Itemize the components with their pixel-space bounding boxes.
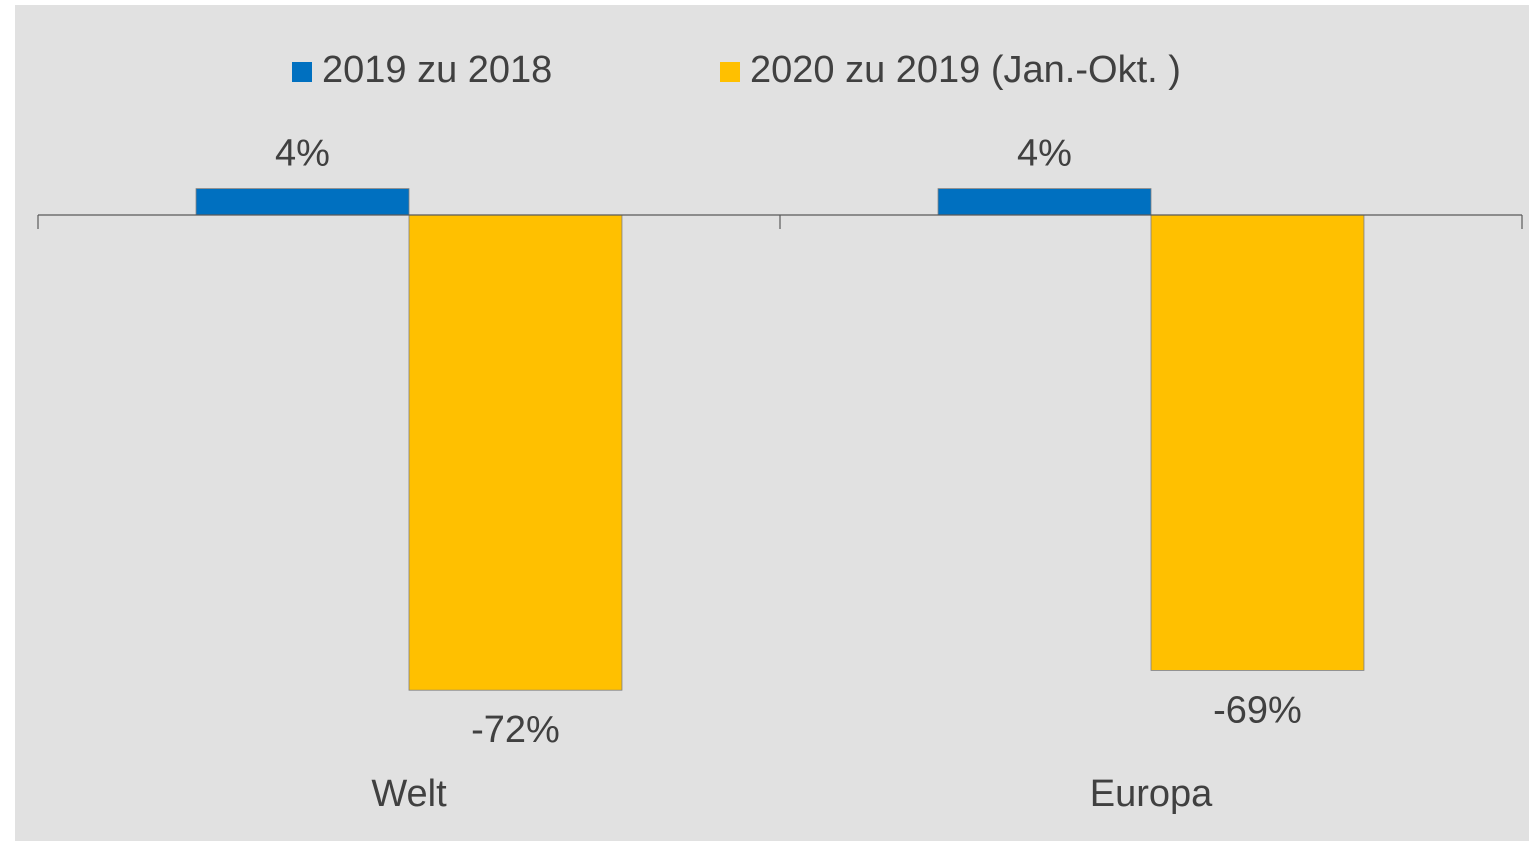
legend-label: 2019 zu 2018 [322,49,552,91]
x-tick-label: Welt [371,773,447,815]
legend-swatch [292,62,312,82]
x-tick-label: Europa [1090,773,1213,815]
bar [408,214,623,691]
data-label: -69% [1213,689,1302,731]
bar [937,188,1152,216]
data-label: -72% [471,709,560,751]
data-label: 4% [1017,133,1072,175]
bar [1150,214,1365,671]
legend-swatch [720,62,740,82]
data-label: 4% [275,133,330,175]
bar [195,188,410,216]
legend-label: 2020 zu 2019 (Jan.-Okt. ) [750,49,1181,91]
